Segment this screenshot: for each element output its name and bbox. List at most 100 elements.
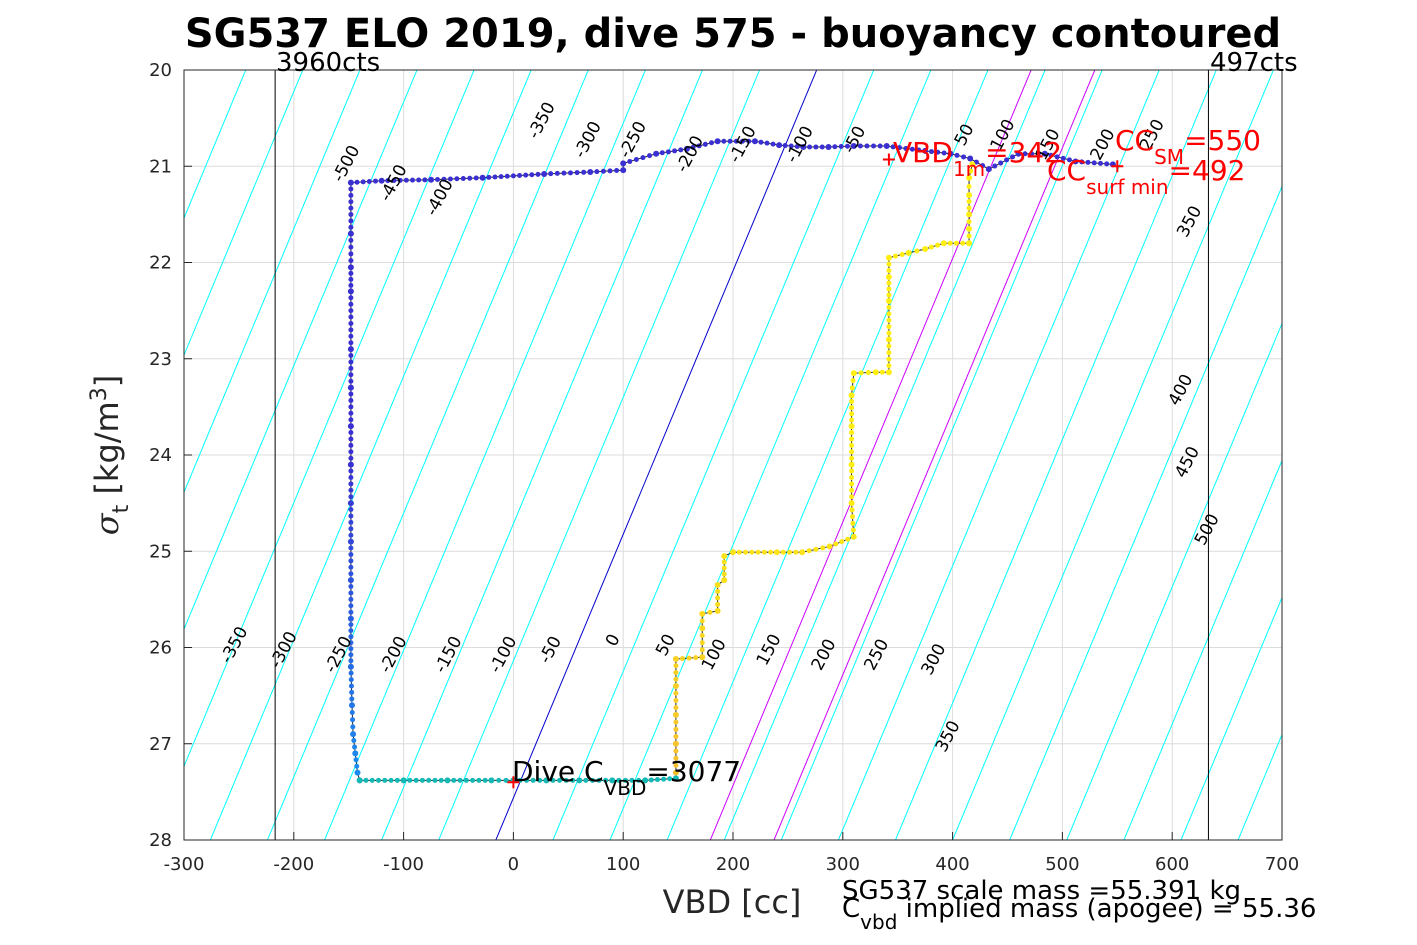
descent-point [354,179,360,185]
y-tick-label: 20 [149,60,172,81]
descent-point [567,170,573,176]
descent-point [385,178,391,184]
descent-point [348,551,354,557]
dive-c-vbd-annotation: Dive CVBD=3077 [512,755,741,800]
bottom-point [407,777,413,783]
descent-point [941,150,947,156]
descent-point [416,177,422,183]
bottom-point [530,777,536,783]
descent-point [871,143,877,149]
ascent-point [966,183,972,189]
descent-point [348,590,354,596]
descent-point [347,264,354,271]
descent-point [348,340,354,346]
descent-point [727,138,733,144]
descent-point [348,282,354,288]
descent-point [659,150,665,156]
ascent-point [848,461,855,468]
ascent-point [849,487,855,493]
descent-point [857,143,863,149]
descent-point [348,513,354,519]
ascent-point [848,500,855,507]
ascent-point [879,369,885,375]
descent-point [633,157,639,163]
descent-point [825,144,832,150]
descent-point [353,757,359,763]
descent-point [422,177,428,183]
descent-point [672,148,678,154]
descent-point [348,646,354,652]
ascent-point [761,549,767,555]
bottom-point [672,775,679,782]
descent-point [348,244,354,250]
descent-point [1097,160,1103,166]
descent-point [1010,154,1016,160]
bottom-point [394,777,400,783]
descent-point [1029,151,1035,157]
ascent-point [849,442,855,448]
descent-point [360,179,366,185]
ascent-point [755,549,761,555]
descent-point [807,144,813,150]
bottom-point [616,777,622,783]
descent-point [702,141,708,147]
bottom-point [622,777,628,783]
ascent-point [699,625,706,632]
ascent-point [966,219,972,225]
buoyancy-contour [1180,596,1282,840]
ascent-point [849,430,855,436]
descent-point [348,468,354,474]
ascent-point [672,656,679,663]
descent-point [607,168,613,174]
descent-point [354,763,360,769]
ascent-point [730,549,736,556]
descent-point [348,301,354,307]
descent-point [347,663,354,670]
bottom-point [488,777,495,784]
descent-point [510,173,516,179]
track-line [350,140,1113,781]
descent-point [788,143,794,149]
descent-point [1066,157,1072,163]
descent-point [348,571,354,577]
ascent-point [960,240,966,246]
descent-point [998,160,1004,166]
ascent-point [715,595,721,601]
ascent-point [672,740,679,747]
ascent-point [673,663,679,669]
descent-point [1035,151,1041,157]
descent-point [348,333,354,339]
ascent-point [914,248,920,254]
ascent-point [966,174,973,181]
descent-point [349,709,355,715]
bottom-point [648,777,654,783]
markers [507,153,1124,789]
x-tick-label: 500 [1045,854,1079,875]
buoyancy-contour [1279,30,1417,880]
descent-point [492,174,498,180]
ascent-point [886,363,892,369]
descent-point [348,353,354,359]
x-tick-label: 400 [935,854,969,875]
descent-point [348,430,354,436]
descent-point [690,144,696,150]
descent-point [348,455,354,461]
descent-point [348,603,354,609]
descent-point [348,442,354,448]
bottom-point [438,777,444,783]
buoyancy-contour [438,70,761,840]
descent-point [372,178,378,184]
descent-point [647,153,653,159]
ascent-point [693,655,699,661]
bottom-point [537,777,543,783]
descent-point [348,372,354,378]
descent-point [479,174,486,181]
descent-point [347,615,354,622]
bottom-point [376,777,382,783]
bottom-point [388,777,394,783]
descent-point [665,149,671,155]
buoyancy-contour [609,70,932,840]
ascent-point [905,249,912,256]
ascent-point [886,304,892,310]
bottom-point [413,777,419,783]
